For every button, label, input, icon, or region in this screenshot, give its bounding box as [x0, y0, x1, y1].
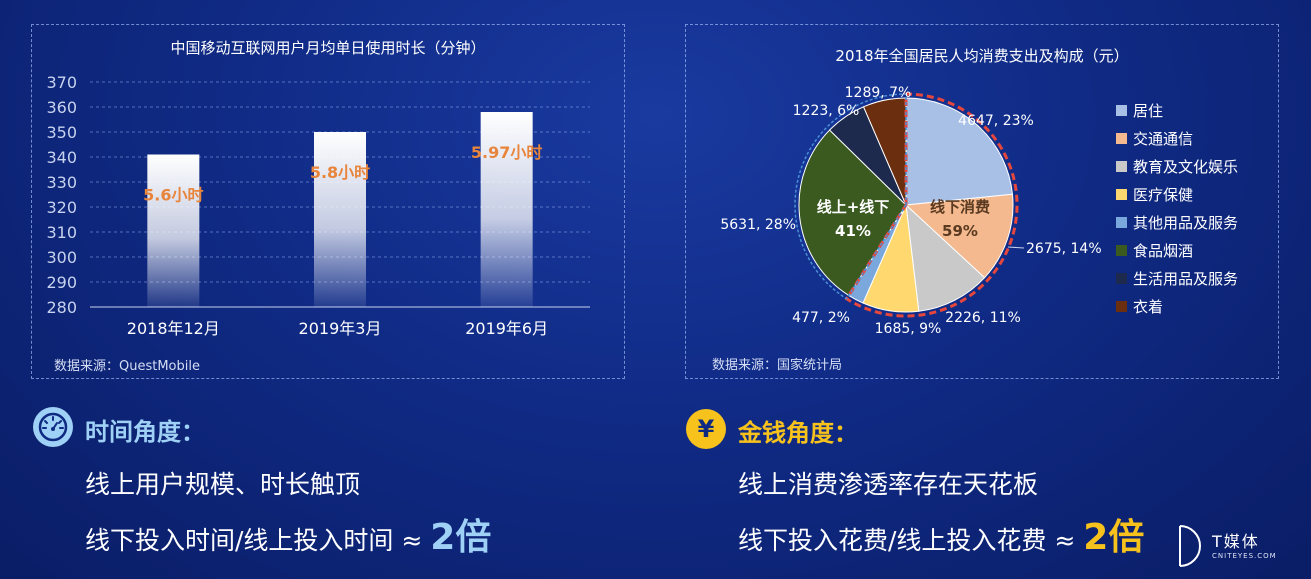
bar — [480, 112, 533, 307]
legend-label: 衣着 — [1133, 298, 1163, 316]
pie-chart-source: 数据来源：国家统计局 — [712, 358, 843, 373]
y-tick-label: 320 — [46, 198, 77, 217]
pie-slice — [905, 97, 1014, 206]
legend-swatch — [1116, 217, 1127, 228]
bar-data-label: 5.97小时 — [471, 143, 542, 162]
offline-group-outline — [844, 92, 1019, 318]
bar — [314, 132, 366, 307]
legend-label: 生活用品及服务 — [1133, 270, 1238, 288]
y-tick-label: 330 — [46, 173, 77, 192]
legend-swatch — [1116, 161, 1127, 172]
legend-swatch — [1116, 133, 1127, 144]
leader-line — [1007, 246, 1025, 249]
pie-data-label: 2675, 14% — [1026, 241, 1102, 257]
y-tick-label: 370 — [46, 73, 77, 92]
pie-chart-title: 2018年全国居民人均消费支出及构成（元） — [835, 47, 1129, 65]
time-section-title: 时间角度： — [85, 418, 205, 446]
x-tick-label: 2019年3月 — [299, 319, 382, 338]
y-tick-label: 340 — [46, 148, 77, 167]
money-line-2-text: 线下投入花费/线上投入花费 ≈ — [738, 526, 1084, 555]
legend-label: 居住 — [1133, 102, 1163, 120]
pie-data-label: 2226, 11% — [945, 310, 1021, 326]
watermark-subtext: CNITEYES.COM — [1212, 552, 1277, 560]
yen-glyph: ¥ — [697, 415, 715, 443]
y-tick-label: 360 — [46, 98, 77, 117]
legend-swatch — [1116, 245, 1127, 256]
time-line-2: 线下投入时间/线上投入时间 ≈ 2倍 — [85, 508, 491, 560]
offline-label: 线下消费 — [930, 198, 990, 216]
bar-chart-panel: 中国移动互联网用户月均单日使用时长（分钟） 280 290 300 310 320 330… — [31, 24, 625, 379]
legend-swatch — [1116, 105, 1127, 116]
pie-chart: 4647, 23% 2675, 14% 2226, 11%1685, 9% 477, … — [720, 85, 1238, 337]
pie-data-label: 4647, 23% — [958, 113, 1034, 129]
pie-data-label: 1223, 6% — [793, 103, 860, 119]
pie-data-label: 1289, 7% — [845, 85, 912, 101]
bar — [147, 154, 200, 307]
legend-swatch — [1116, 301, 1127, 312]
pie-slice — [904, 193, 1014, 279]
bar-chart-source: 数据来源：QuestMobile — [54, 359, 200, 374]
money-line-2: 线下投入花费/线上投入花费 ≈ 2倍 — [738, 508, 1144, 560]
bar-data-label: 5.8小时 — [310, 163, 370, 182]
money-section-title: 金钱角度： — [738, 419, 858, 447]
online-label: 线上+线下 — [817, 198, 890, 216]
legend-label: 医疗保健 — [1133, 186, 1193, 204]
pie-slice — [798, 129, 907, 297]
online-group-outline — [794, 93, 907, 300]
speedometer-icon — [33, 407, 73, 447]
bar-chart: 280 290 300 310 320 330 340 350 360 370 2018年12月 5.… — [46, 73, 590, 338]
legend-label: 其他用品及服务 — [1133, 214, 1238, 232]
legend-swatch — [1116, 189, 1127, 200]
pie-data-label: 1685, 9% — [875, 321, 942, 337]
y-tick-label: 350 — [46, 123, 77, 142]
legend-label: 食品烟酒 — [1133, 242, 1193, 260]
time-line-1: 线上用户规模、时长触顶 — [85, 470, 361, 499]
money-line-1: 线上消费渗透率存在天花板 — [738, 470, 1039, 499]
pie-data-label: 477, 2% — [792, 310, 850, 326]
pie-slice — [905, 203, 986, 312]
time-accent: 2倍 — [430, 517, 492, 558]
offline-percent: 59% — [942, 222, 978, 240]
x-tick-label: 2019年6月 — [465, 319, 548, 338]
pie-chart-panel: 2018年全国居民人均消费支出及构成（元） 4647, 23% 2675, 14%… — [685, 24, 1279, 379]
watermark-logo: T媒体 CNITEYES.COM — [1172, 522, 1302, 572]
yen-icon: ¥ — [686, 409, 726, 449]
y-tick-label: 310 — [46, 223, 77, 242]
y-tick-label: 290 — [46, 273, 77, 292]
legend-swatch — [1116, 273, 1127, 284]
watermark-text: T媒体 — [1212, 532, 1260, 551]
y-tick-label: 280 — [46, 298, 77, 317]
bar-chart-title: 中国移动互联网用户月均单日使用时长（分钟） — [170, 39, 486, 57]
bar-data-label: 5.6小时 — [143, 186, 203, 205]
money-accent: 2倍 — [1083, 517, 1145, 558]
legend-label: 交通通信 — [1133, 130, 1193, 148]
time-line-2-text: 线下投入时间/线上投入时间 ≈ — [85, 526, 431, 555]
pie-data-label: 5631, 28% — [720, 217, 796, 233]
x-tick-label: 2018年12月 — [127, 319, 220, 338]
legend-label: 教育及文化娱乐 — [1133, 158, 1238, 176]
y-tick-label: 300 — [46, 248, 77, 267]
online-percent: 41% — [835, 222, 871, 240]
